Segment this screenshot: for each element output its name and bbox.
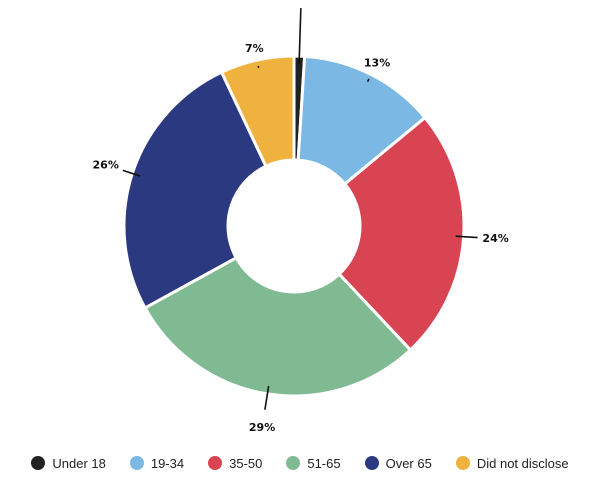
value-label-did-not-disclose: 7% xyxy=(245,42,264,55)
legend-item-19-34: 19-34 xyxy=(129,455,185,471)
legend-swatch-over-65 xyxy=(364,456,379,470)
legend-label-51-65: 51-65 xyxy=(307,455,341,471)
value-label-19-34: 13% xyxy=(364,56,390,69)
leader-line-over-65 xyxy=(122,169,141,177)
legend-swatch-under-18 xyxy=(31,456,46,470)
legend-swatch-did-not-disclose xyxy=(455,456,470,470)
slice-51-65 xyxy=(143,256,412,398)
chart-leader-lines xyxy=(122,8,478,410)
chart-legend: Under 18 19-34 35-50 51-65 Over 65 Did not di… xyxy=(0,451,600,475)
leader-line-35-50 xyxy=(455,235,478,239)
legend-swatch-51-65 xyxy=(286,456,301,470)
legend-label-under-18: Under 18 xyxy=(52,455,106,471)
legend-label-over-65: Over 65 xyxy=(385,455,432,471)
legend-label-35-50: 35-50 xyxy=(229,455,263,471)
legend-item-did-not-disclose: Did not disclose xyxy=(455,455,569,471)
legend-label-did-not-disclose: Did not disclose xyxy=(476,455,569,471)
leader-line-19-34 xyxy=(366,78,370,83)
value-label-35-50: 24% xyxy=(482,232,508,245)
slice-did-not-disclose xyxy=(220,54,296,168)
leader-line-under-18 xyxy=(298,8,302,65)
legend-item-35-50: 35-50 xyxy=(208,456,262,471)
leader-line-51-65 xyxy=(264,385,270,410)
legend-item-under-18: Under 18 xyxy=(31,455,106,471)
legend-swatch-35-50 xyxy=(208,456,223,470)
value-label-51-65: 29% xyxy=(249,421,275,434)
chart-value-labels: 1%13%24%29%26%7% xyxy=(93,42,509,434)
slice-35-50 xyxy=(337,116,466,352)
slice-19-34 xyxy=(296,54,427,186)
legend-item-51-65: 51-65 xyxy=(286,455,341,471)
value-label-over-65: 26% xyxy=(93,158,119,171)
legend-label-19-34: 19-34 xyxy=(150,455,185,471)
legend-item-over-65: Over 65 xyxy=(364,455,432,471)
chart-slices xyxy=(122,54,466,398)
slice-over-65 xyxy=(122,70,268,310)
legend-swatch-19-34 xyxy=(129,456,144,470)
